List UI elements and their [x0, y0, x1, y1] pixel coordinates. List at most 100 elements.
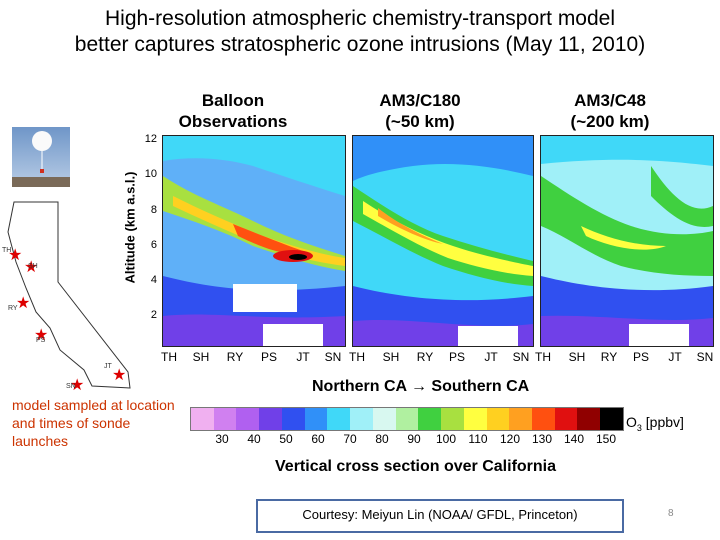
colorbar-label-unit: [ppbv] — [645, 414, 684, 430]
colorbar-swatch — [395, 408, 419, 430]
station-star-icon: ★ — [16, 295, 30, 312]
y-tick: 10 — [144, 168, 157, 180]
panel-observations — [162, 135, 346, 347]
colorbar-swatch — [463, 408, 487, 430]
slide-title-line2: better captures stratospheric ozone intr… — [74, 33, 646, 56]
colorbar — [190, 407, 624, 431]
panel-title-observations: Balloon Observations — [168, 90, 298, 132]
panel-title-line2: (~50 km) — [385, 112, 455, 131]
panel-c180 — [352, 135, 534, 347]
colorbar-swatch — [259, 408, 282, 430]
x-tick: RY — [416, 350, 434, 364]
colorbar-swatch — [236, 408, 260, 430]
subtitle: Vertical cross section over California — [275, 458, 557, 475]
colorbar-tick: 120 — [499, 432, 521, 446]
colorbar-swatch — [577, 408, 601, 430]
x-tick: SH — [382, 350, 400, 364]
panel-title-line1: Balloon — [201, 91, 265, 110]
station-star-icon: ★ — [70, 377, 84, 394]
colorbar-ticks: 30 40 50 60 70 80 90 100 110 120 130 140 150 — [215, 432, 632, 448]
map-label: TH — [2, 247, 11, 254]
map-label: JT — [104, 363, 113, 370]
colorbar-swatch — [418, 408, 442, 430]
station-stars: ★ ★ ★ ★ ★ ★ — [8, 247, 126, 394]
slide-title-line1: High-resolution atmospheric chemistry-tr… — [104, 7, 616, 30]
y-tick: 2 — [150, 309, 157, 321]
colorbar-swatch — [600, 408, 623, 430]
page-number: 8 — [668, 508, 674, 519]
colorbar-swatch — [532, 408, 555, 430]
panel-title-line1: AM3/C48 — [574, 91, 646, 110]
colorbar-tick: 140 — [563, 432, 585, 446]
station-star-icon: ★ — [24, 259, 38, 276]
map-label: RY — [8, 305, 18, 312]
balloon-photo — [12, 127, 70, 187]
x-tick: TH — [349, 350, 365, 364]
balloon-icon — [12, 131, 70, 187]
y-axis-label: Altitude (km a.s.l.) — [122, 171, 138, 284]
x-tick: SH — [192, 350, 210, 364]
colorbar-label: O3 [ppbv] — [626, 414, 684, 433]
map-label: SN — [66, 383, 76, 390]
colorbar-swatch — [281, 408, 305, 430]
panel-title-line2: Observations — [178, 112, 288, 131]
map-label: PS — [36, 337, 46, 344]
panel-title-c48: AM3/C48 (~200 km) — [545, 90, 675, 132]
colorbar-tick: 90 — [407, 432, 421, 446]
y-tick: 6 — [150, 239, 157, 251]
y-tick: 4 — [150, 274, 157, 286]
colorbar-swatch — [486, 408, 510, 430]
x-tick: JT — [668, 350, 682, 364]
station-star-icon: ★ — [8, 247, 22, 264]
c180-contour — [353, 136, 533, 346]
observations-contour — [163, 136, 345, 346]
x-tick: RY — [600, 350, 618, 364]
arrow-right-icon: → — [410, 378, 427, 395]
california-outline — [7, 201, 131, 389]
colorbar-tick: 50 — [279, 432, 293, 446]
colorbar-tick: 100 — [435, 432, 457, 446]
colorbar-tick: 60 — [311, 432, 325, 446]
colorbar-swatch — [509, 408, 533, 430]
x-tick: SN — [324, 350, 342, 364]
colorbar-tick: 110 — [468, 432, 488, 446]
california-map: ★ ★ ★ ★ ★ ★ TH SH RY PS JT SN — [2, 201, 131, 394]
station-star-icon: ★ — [34, 327, 48, 344]
colorbar-tick: 70 — [343, 432, 357, 446]
colorbar-label-o: O — [626, 414, 637, 430]
direction-from: Northern CA — [312, 378, 407, 395]
x-tick: TH — [535, 350, 551, 364]
x-tick: JT — [296, 350, 310, 364]
station-star-icon: ★ — [112, 367, 126, 384]
y-tick: 8 — [150, 204, 157, 216]
colorbar-swatch — [372, 408, 396, 430]
y-tick: 12 — [144, 133, 157, 145]
panel-title-c180: AM3/C180 (~50 km) — [350, 90, 490, 132]
map-label: SH — [28, 263, 38, 270]
colorbar-swatch — [191, 408, 214, 430]
colorbar-tick: 80 — [375, 432, 389, 446]
colorbar-swatch — [350, 408, 373, 430]
credit-box: Courtesy: Meiyun Lin (NOAA/ GFDL, Prince… — [256, 499, 624, 533]
direction-to: Southern CA — [431, 378, 530, 395]
panel-title-line1: AM3/C180 — [379, 91, 461, 110]
colorbar-tick: 150 — [595, 432, 617, 446]
x-tick: RY — [226, 350, 244, 364]
slide-title: High-resolution atmospheric chemistry-tr… — [0, 6, 720, 58]
map-note: model sampled at location and times of s… — [12, 397, 175, 449]
x-tick: SN — [696, 350, 714, 364]
x-tick: JT — [484, 350, 498, 364]
x-tick: SH — [568, 350, 586, 364]
colorbar-swatch — [441, 408, 464, 430]
colorbar-tick: 30 — [215, 432, 229, 446]
colorbar-swatch — [327, 408, 351, 430]
c48-contour — [541, 136, 713, 346]
colorbar-tick: 130 — [531, 432, 553, 446]
x-tick: TH — [161, 350, 177, 364]
colorbar-tick: 40 — [247, 432, 261, 446]
x-tick: PS — [448, 350, 465, 364]
x-tick: PS — [632, 350, 649, 364]
direction-label: Northern CA → Southern CA — [312, 378, 612, 396]
x-tick: SN — [512, 350, 530, 364]
colorbar-label-sub: 3 — [636, 422, 642, 433]
